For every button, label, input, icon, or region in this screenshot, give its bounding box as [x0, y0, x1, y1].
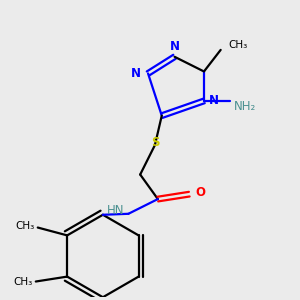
Text: CH₃: CH₃ [228, 40, 247, 50]
Text: N: N [169, 40, 179, 53]
Text: CH₃: CH₃ [16, 221, 35, 231]
Text: N: N [131, 67, 141, 80]
Text: NH₂: NH₂ [233, 100, 256, 113]
Text: O: O [195, 186, 205, 199]
Text: HN: HN [106, 204, 124, 218]
Text: N: N [209, 94, 219, 107]
Text: S: S [151, 136, 159, 148]
Text: CH₃: CH₃ [14, 277, 33, 286]
